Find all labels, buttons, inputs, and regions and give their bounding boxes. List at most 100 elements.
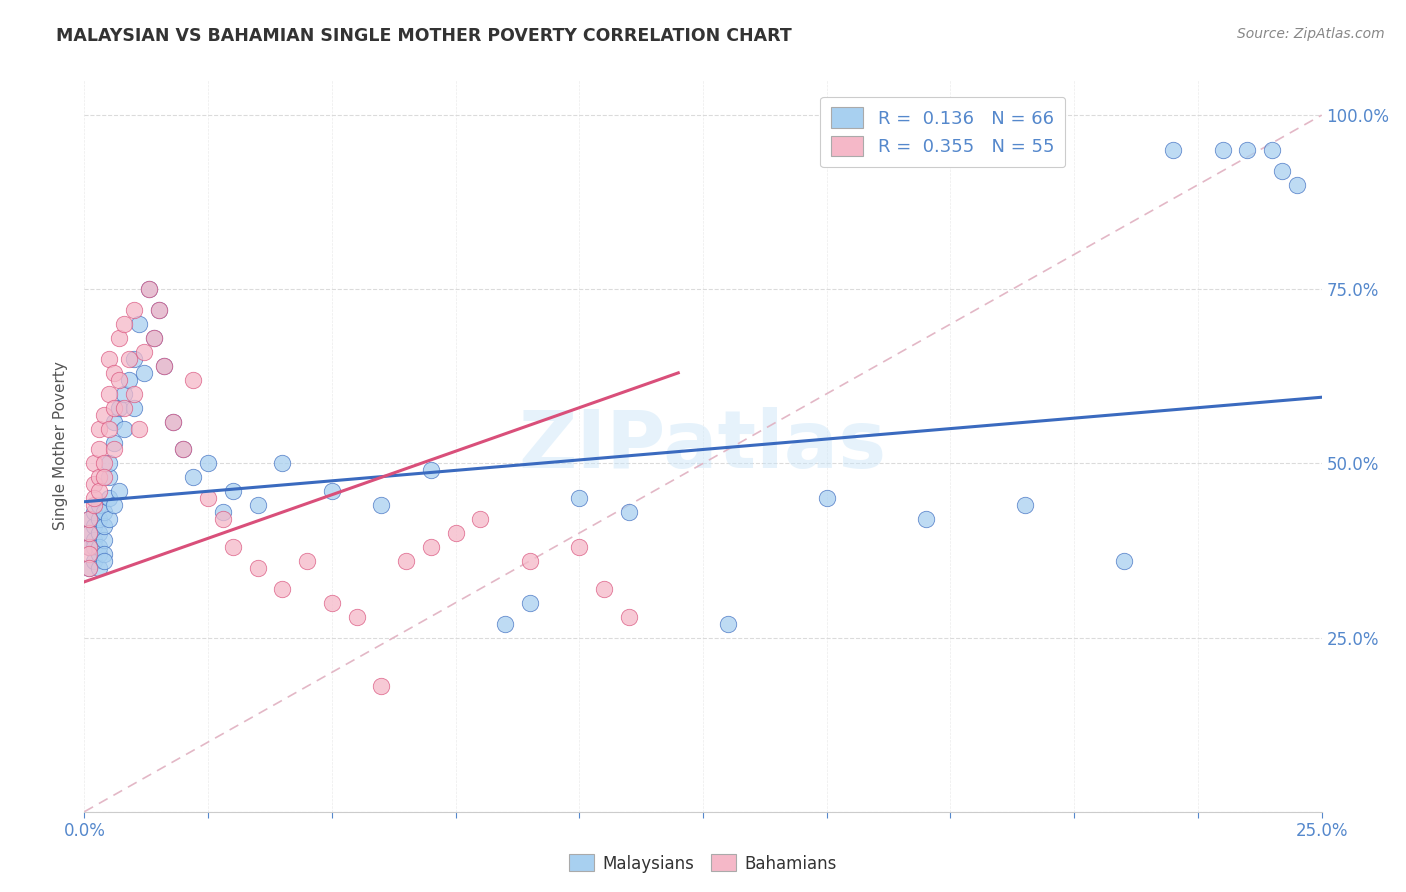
Point (93, 519, 115, 533)
Point (197, 457, 219, 471)
Point (93, 547, 115, 561)
Point (108, 401, 131, 415)
Point (568, 491, 591, 506)
Point (132, 345, 155, 359)
Point (79, 540, 101, 554)
Point (79, 512, 101, 526)
Point (93, 457, 115, 471)
Point (118, 373, 141, 387)
Point (89, 498, 111, 512)
Point (148, 303, 170, 318)
Point (93, 554, 115, 568)
Point (142, 331, 165, 345)
Point (370, 498, 392, 512)
Point (83, 477, 105, 491)
Point (246, 561, 269, 575)
Point (519, 554, 541, 568)
Point (128, 317, 150, 331)
Point (89, 442, 111, 457)
Point (172, 442, 194, 457)
Point (212, 512, 235, 526)
Point (79, 540, 101, 554)
Point (98, 386, 121, 401)
Point (83, 519, 105, 533)
Point (142, 331, 165, 345)
Point (1285, 178, 1308, 192)
Point (83, 457, 105, 471)
Point (79, 547, 101, 561)
Point (1236, 143, 1258, 157)
Text: Source: ZipAtlas.com: Source: ZipAtlas.com (1237, 27, 1385, 41)
Point (617, 505, 640, 519)
Point (122, 351, 145, 366)
Point (122, 386, 145, 401)
Point (128, 421, 150, 435)
Point (321, 596, 343, 610)
Point (370, 679, 392, 693)
Point (79, 526, 101, 541)
Text: MALAYSIAN VS BAHAMIAN SINGLE MOTHER POVERTY CORRELATION CHART: MALAYSIAN VS BAHAMIAN SINGLE MOTHER POVE… (56, 27, 792, 45)
Point (79, 561, 101, 575)
Point (122, 303, 145, 318)
Point (108, 373, 131, 387)
Point (395, 554, 418, 568)
Point (98, 351, 121, 366)
Point (717, 616, 740, 631)
Point (103, 415, 125, 429)
Point (419, 540, 441, 554)
Point (89, 547, 111, 561)
Point (93, 408, 115, 422)
Point (152, 359, 174, 373)
Point (98, 491, 121, 506)
Point (103, 366, 125, 380)
Point (1161, 143, 1184, 157)
Point (162, 415, 184, 429)
Point (346, 609, 368, 624)
Text: ZIPatlas: ZIPatlas (519, 407, 887, 485)
Point (98, 457, 121, 471)
Point (89, 512, 111, 526)
Point (914, 512, 936, 526)
Point (148, 303, 170, 318)
Point (83, 554, 105, 568)
Point (83, 491, 105, 506)
Point (83, 540, 105, 554)
Point (1271, 164, 1294, 178)
Point (83, 505, 105, 519)
Point (89, 540, 111, 554)
Point (98, 512, 121, 526)
Point (295, 554, 318, 568)
Point (246, 498, 269, 512)
Point (271, 457, 294, 471)
Point (103, 435, 125, 450)
Point (108, 331, 131, 345)
Point (132, 366, 155, 380)
Point (152, 359, 174, 373)
Point (79, 561, 101, 575)
Legend: Malaysians, Bahamians: Malaysians, Bahamians (562, 847, 844, 880)
Point (93, 533, 115, 547)
Point (112, 386, 135, 401)
Point (103, 401, 125, 415)
Legend: R =  0.136   N = 66, R =  0.355   N = 55: R = 0.136 N = 66, R = 0.355 N = 55 (820, 96, 1066, 167)
Point (89, 526, 111, 541)
Point (103, 498, 125, 512)
Point (98, 421, 121, 435)
Point (815, 491, 838, 506)
Point (122, 401, 145, 415)
Y-axis label: Single Mother Poverty: Single Mother Poverty (53, 361, 69, 531)
Point (197, 491, 219, 506)
Point (112, 401, 135, 415)
Point (212, 505, 235, 519)
Point (79, 512, 101, 526)
Point (112, 421, 135, 435)
Point (419, 463, 441, 477)
Point (83, 533, 105, 547)
Point (89, 484, 111, 499)
Point (138, 282, 160, 296)
Point (181, 373, 204, 387)
Point (162, 415, 184, 429)
Point (89, 421, 111, 435)
Point (470, 512, 492, 526)
Point (103, 442, 125, 457)
